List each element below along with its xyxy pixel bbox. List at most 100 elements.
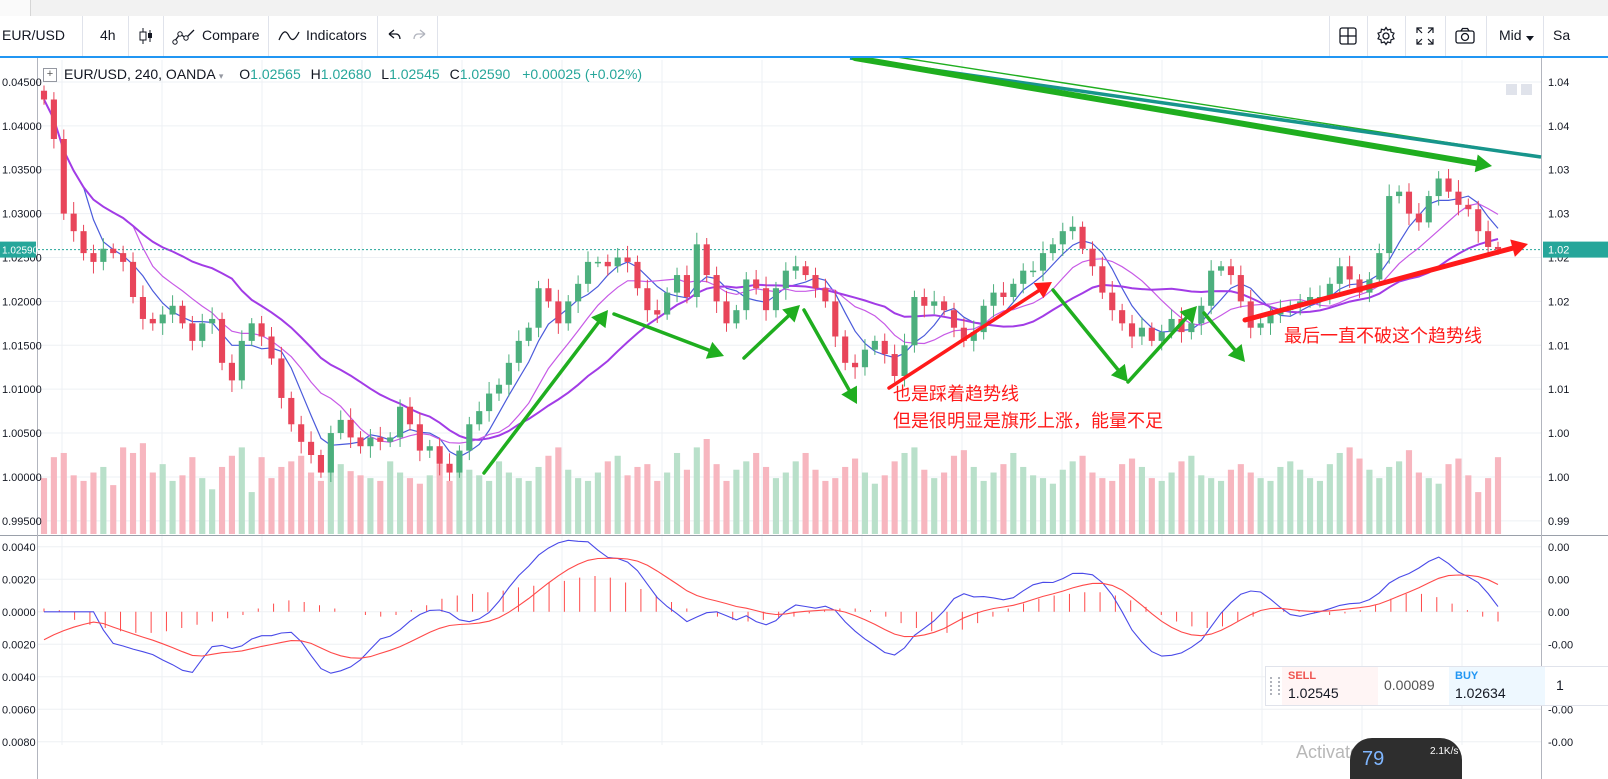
volume-bar (367, 478, 374, 534)
sell-button[interactable]: SELL 1.02545 (1282, 667, 1378, 705)
volume-bar (1099, 478, 1106, 534)
buy-button[interactable]: BUY 1.02634 (1449, 667, 1545, 705)
volume-bar (60, 452, 67, 534)
price-axis-label-right: 0.99 (1548, 516, 1569, 528)
legend-toggle-icon[interactable]: + (43, 68, 57, 82)
candle-body (703, 244, 710, 276)
open-value: 1.02565 (250, 66, 301, 82)
interval-button[interactable]: 4h (100, 27, 116, 43)
legend-title[interactable]: EUR/USD, 240, OANDA (64, 66, 215, 82)
toolbar-divider (163, 16, 164, 56)
candle-body (931, 301, 938, 306)
candle-body (1445, 178, 1452, 192)
candle-body (1000, 292, 1007, 297)
legend-dropdown-icon[interactable]: ▾ (218, 71, 224, 81)
candle-body (1198, 305, 1205, 324)
redo-icon[interactable] (411, 26, 429, 51)
candle-body (515, 340, 522, 363)
candle-body (1485, 231, 1492, 247)
volume-bar (505, 472, 512, 534)
candle-body (545, 288, 552, 302)
camera-icon[interactable] (1454, 26, 1476, 51)
price-chart[interactable]: 0.04500 1.04 1.04000 1.04 1.03500 1.03 1.03000… (0, 58, 1608, 779)
toolbar-divider (1367, 16, 1368, 56)
green-arrow (802, 308, 851, 392)
compare-icon[interactable] (172, 26, 196, 51)
indicators-icon[interactable] (278, 26, 300, 51)
candle-body (614, 257, 621, 267)
green-arrow-head (591, 310, 608, 329)
candle-body (1168, 318, 1175, 333)
candle-body (525, 327, 532, 341)
candle-body (1109, 292, 1116, 311)
moving-averages (38, 99, 1541, 458)
price-mode-select[interactable]: Mid (1499, 27, 1522, 43)
volume-bar (1435, 483, 1442, 534)
chevron-down-icon[interactable] (1525, 30, 1535, 48)
volume-bar (1000, 464, 1007, 534)
macd-axis-label: 0.0020 (2, 574, 36, 586)
volume-bar (1010, 452, 1017, 534)
high-value: 1.02680 (320, 66, 372, 82)
candle-body (1227, 266, 1235, 276)
candle-body (871, 340, 878, 350)
toolbar-divider (1445, 16, 1446, 56)
layout-icon[interactable] (1338, 26, 1358, 51)
red-arrow-head (1510, 239, 1528, 257)
price-axis-label-right: 1.01 (1548, 340, 1569, 352)
candle-body (911, 297, 918, 346)
price-axis-label: 1.02000 (2, 296, 42, 308)
volume-bar (990, 472, 997, 534)
fullscreen-icon[interactable] (1415, 26, 1435, 51)
volume-bar (1257, 478, 1264, 534)
quantity-value[interactable]: 1 (1556, 677, 1564, 693)
green-arrow-head (1110, 363, 1128, 382)
volume-bar (1376, 478, 1383, 534)
undo-icon[interactable] (385, 26, 403, 51)
candle-body (1465, 204, 1472, 210)
candle-body (169, 305, 176, 315)
volume-bar (298, 455, 305, 534)
indicators-button[interactable]: Indicators (306, 27, 367, 43)
candle-body (1336, 266, 1343, 284)
volume-bar (980, 480, 987, 534)
annotation-hold: 最后一直不破这个趋势线 (1284, 326, 1482, 346)
candle-body (1376, 253, 1383, 280)
volume-bar (110, 485, 117, 534)
candle-body (1307, 297, 1314, 302)
save-button[interactable]: Sa (1553, 27, 1571, 43)
candle-body (495, 384, 503, 394)
compare-button[interactable]: Compare (202, 27, 260, 43)
volume-bar (1188, 455, 1195, 534)
volume-bar (901, 452, 908, 534)
symbol-search[interactable]: EUR/USD (2, 27, 66, 43)
volume-bar (100, 466, 107, 534)
candle-body (278, 358, 285, 398)
volume-bar (970, 466, 977, 534)
candle-body (149, 318, 156, 324)
candle-body (812, 275, 819, 289)
volume-bar (1465, 475, 1472, 534)
candle-body (624, 257, 631, 262)
volume-bar (288, 461, 295, 534)
candle-body (1267, 314, 1274, 324)
ticket-drag-handle[interactable] (1270, 677, 1280, 695)
volume-bar (1227, 469, 1235, 534)
top-strip-tab[interactable] (0, 0, 31, 16)
volume-bar (1178, 461, 1185, 534)
volume-bar (1020, 466, 1027, 534)
volume-bar (861, 472, 869, 534)
price-axis-label-right: 1.03 (1548, 165, 1569, 177)
gear-icon[interactable] (1376, 26, 1396, 51)
candle-body (1455, 191, 1462, 205)
volume-bar (248, 492, 255, 534)
candle-style-icon[interactable] (138, 26, 154, 51)
green-arrow-head (1179, 306, 1197, 324)
candle-body (327, 433, 334, 473)
candle-body (1396, 191, 1403, 197)
high-label: H (310, 66, 321, 82)
candle-body (337, 419, 344, 434)
volume-bar (723, 480, 730, 534)
volume-bar (120, 447, 127, 534)
price-axis-label: 1.00000 (2, 472, 42, 484)
